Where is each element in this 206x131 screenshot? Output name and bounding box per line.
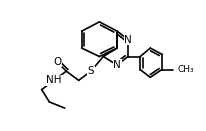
Text: NH: NH (46, 75, 62, 85)
Text: O: O (53, 57, 61, 67)
Text: N: N (113, 60, 121, 70)
Text: N: N (124, 35, 132, 45)
Text: S: S (88, 66, 94, 76)
Text: CH₃: CH₃ (177, 65, 194, 74)
